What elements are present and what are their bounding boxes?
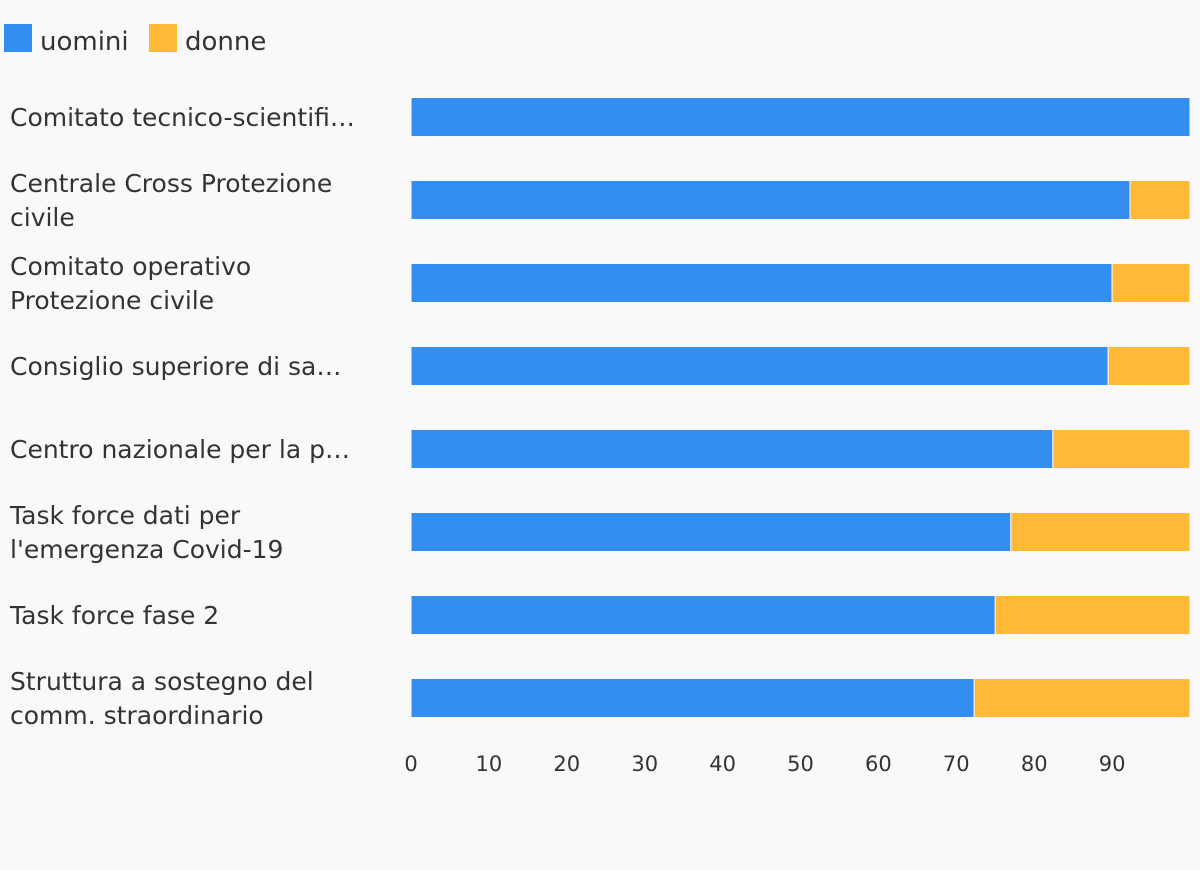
bar-donne [1129,180,1191,220]
category-label: Consiglio superiore di sa… [10,352,341,381]
category-label: Centro nazionale per la p… [10,435,350,464]
x-tick-label: 20 [553,752,580,776]
x-tick-label: 10 [476,752,503,776]
bar-donne [1052,429,1191,469]
x-tick-label: 50 [787,752,814,776]
bar-uomini [410,512,1012,552]
bar-uomini [410,429,1054,469]
bar-donne [1111,263,1191,303]
bar-donne [1010,512,1191,552]
legend-swatch-donne [149,24,177,52]
legend-label-uomini: uomini [40,27,129,57]
x-tick-label: 30 [631,752,658,776]
category-label: Task force dati per l'emergenza Covid-19 [9,501,283,564]
bar-uomini [410,346,1109,386]
category-label: Comitato tecnico-scientifi… [10,103,355,132]
x-tick-label: 90 [1099,752,1126,776]
category-label: Task force fase 2 [9,601,219,630]
category-label: Centrale Cross Protezione civile [10,169,332,232]
category-label: Struttura a sostegno del comm. straordina… [10,667,314,730]
bar-donne [994,595,1191,635]
bar-uomini [410,97,1191,137]
category-label: Comitato operativo Protezione civile [10,252,251,315]
x-tick-label: 60 [865,752,892,776]
bar-uomini [410,180,1131,220]
bar-donne [1107,346,1191,386]
legend-label-donne: donne [185,27,266,57]
legend: uomini donne [4,24,266,57]
bars [410,97,1191,718]
bar-uomini [410,263,1113,303]
x-axis-ticks: 0 10 20 30 40 50 60 70 80 90 [404,752,1125,776]
x-tick-label: 40 [709,752,736,776]
bar-uomini [410,595,996,635]
x-tick-label: 80 [1021,752,1048,776]
category-labels: Comitato tecnico-scientifi… Centrale Cros… [9,103,355,730]
x-tick-label: 70 [943,752,970,776]
x-tick-label: 0 [404,752,417,776]
bar-donne [973,678,1191,718]
legend-swatch-uomini [4,24,32,52]
bar-uomini [410,678,975,718]
